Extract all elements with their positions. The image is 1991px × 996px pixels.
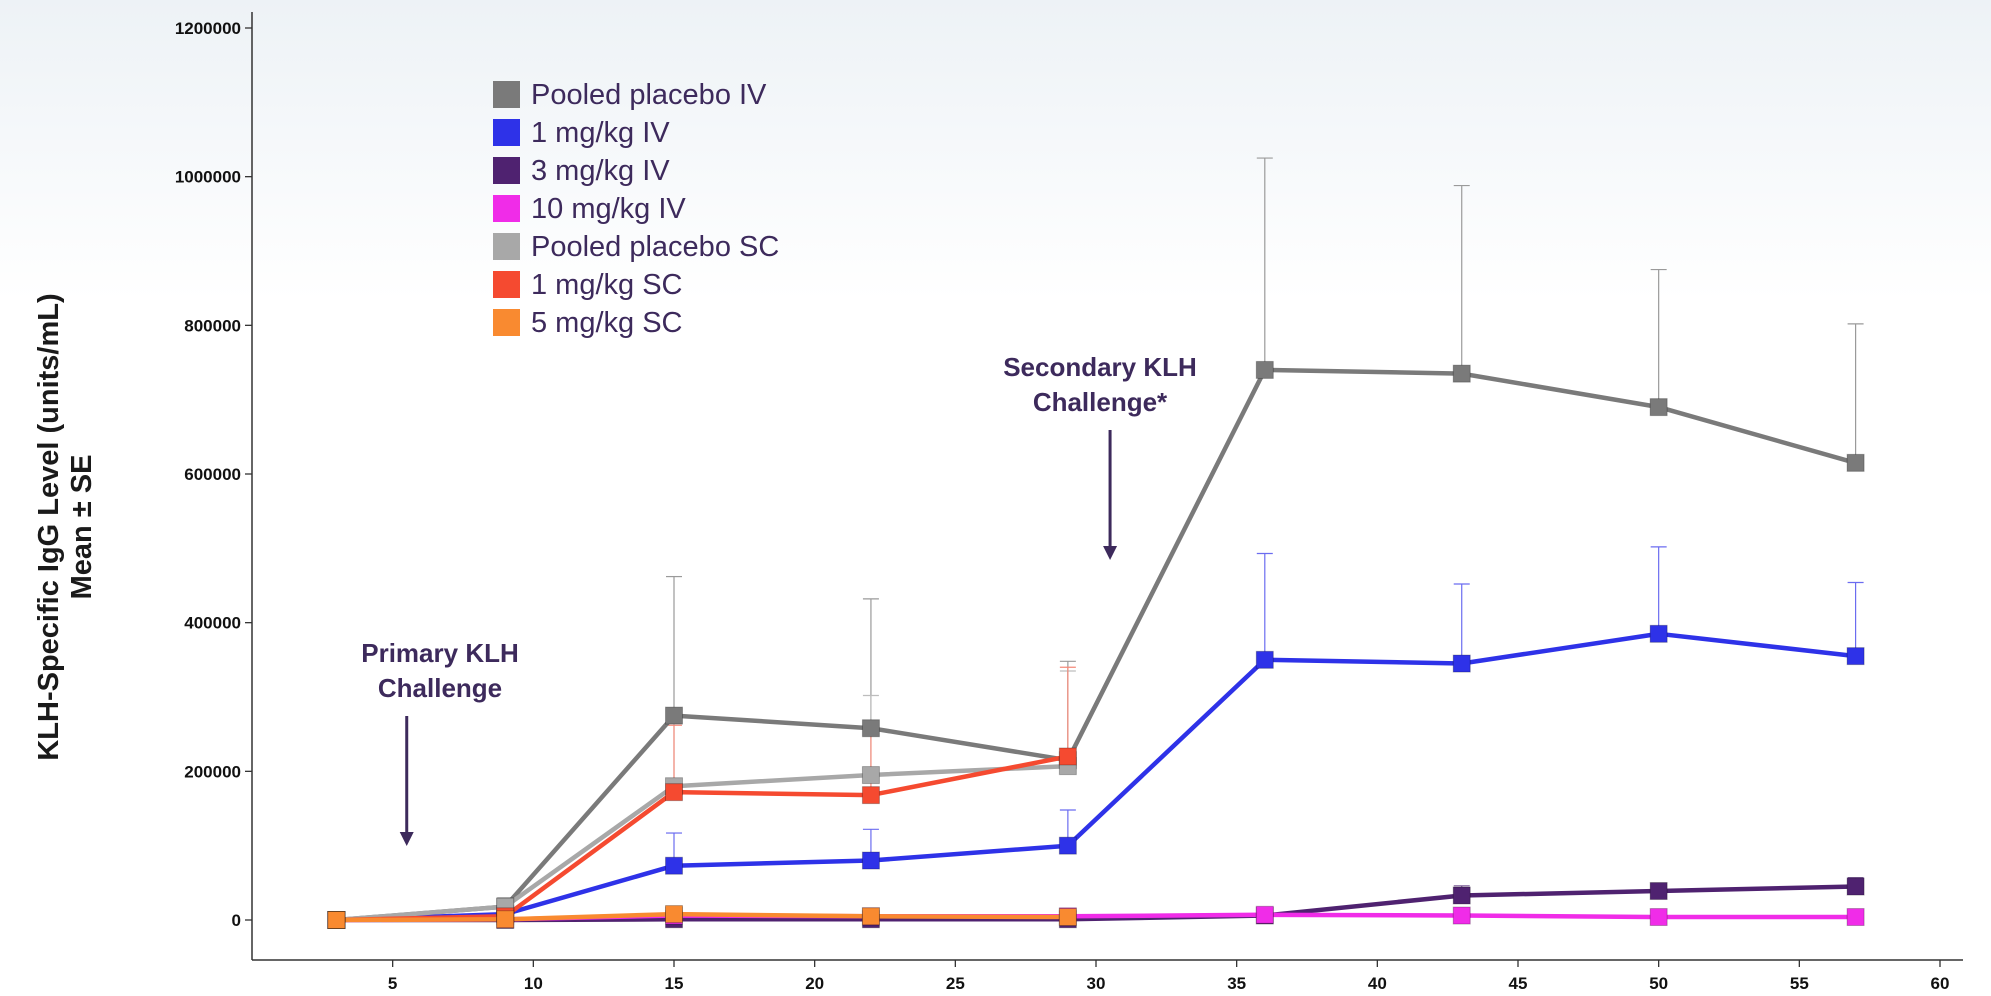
- legend-label: 10 mg/kg IV: [531, 193, 686, 225]
- y-axis-label: KLH-Specific IgG Level (units/mL) Mean ±…: [33, 293, 98, 760]
- x-ticks: 5 10 15 20 25 30 35 40 45 50 55 60: [388, 960, 1950, 993]
- data-point: [861, 907, 880, 926]
- legend-swatch: [493, 81, 520, 108]
- data-point: [1846, 877, 1865, 896]
- series-line: [336, 631, 1856, 923]
- data-point: [1452, 654, 1471, 673]
- data-point: [1649, 624, 1668, 643]
- annotation-arrowhead: [399, 832, 414, 846]
- data-point: [327, 911, 346, 929]
- x-tick-label: 20: [805, 974, 824, 993]
- x-tick-label: 25: [946, 974, 965, 993]
- data-point: [665, 905, 683, 924]
- series-markers: [327, 360, 1865, 929]
- x-tick-label: 45: [1509, 974, 1528, 993]
- x-tick-label: 5: [388, 974, 397, 993]
- legend-label: 1 mg/kg SC: [531, 269, 683, 301]
- annotation-label: Challenge*: [1033, 387, 1168, 417]
- series-line: [336, 754, 1069, 923]
- legend-swatch: [493, 119, 520, 146]
- legend-label: Pooled placebo SC: [531, 231, 779, 263]
- data-point: [1846, 908, 1865, 927]
- legend-swatch: [493, 309, 520, 336]
- x-tick-label: 15: [665, 974, 684, 993]
- legend-label: Pooled placebo IV: [531, 79, 767, 111]
- data-point: [861, 719, 880, 738]
- x-tick-label: 50: [1649, 974, 1668, 993]
- series-line: [336, 367, 1857, 923]
- x-tick-label: 30: [1087, 974, 1106, 993]
- annotation-arrowhead: [1103, 546, 1118, 560]
- y-tick-label: 1200000: [175, 19, 241, 38]
- data-point: [1255, 650, 1274, 669]
- y-tick-label: 600000: [184, 465, 241, 484]
- data-point: [665, 856, 683, 875]
- y-axis-label-line-2: Mean ± SE: [66, 455, 98, 600]
- legend-swatch: [493, 195, 520, 222]
- x-tick-label: 60: [1931, 974, 1950, 993]
- data-point: [1649, 398, 1668, 417]
- data-point: [1649, 882, 1668, 901]
- legend: Pooled placebo IV 1 mg/kg IV 3 mg/kg IV 10 …: [493, 79, 779, 339]
- data-point: [1255, 360, 1274, 379]
- data-point: [496, 910, 515, 929]
- x-tick-label: 40: [1368, 974, 1387, 993]
- annotations: Primary KLH Challenge Secondary KLH Challen…: [361, 352, 1197, 846]
- data-point: [1846, 453, 1865, 472]
- data-point: [665, 783, 683, 802]
- data-point: [861, 766, 880, 785]
- y-tick-label: 0: [232, 911, 241, 930]
- series-line: [336, 763, 1069, 923]
- y-tick-label: 1000000: [175, 168, 241, 187]
- annotation-label: Primary KLH: [361, 638, 519, 668]
- x-tick-label: 35: [1227, 974, 1246, 993]
- data-point: [665, 706, 683, 725]
- data-point: [1255, 905, 1274, 924]
- y-tick-label: 200000: [184, 762, 241, 781]
- data-point: [1058, 836, 1077, 855]
- legend-label: 1 mg/kg IV: [531, 117, 670, 149]
- legend-label: 3 mg/kg IV: [531, 155, 670, 187]
- axes: [251, 12, 1963, 961]
- series-lines: [336, 367, 1857, 923]
- data-point: [1452, 886, 1471, 905]
- data-point: [1058, 908, 1077, 927]
- y-tick-label: 400000: [184, 614, 241, 633]
- legend-label: 5 mg/kg SC: [531, 307, 683, 339]
- x-tick-label: 10: [524, 974, 543, 993]
- x-tick-label: 55: [1790, 974, 1809, 993]
- legend-swatch: [493, 233, 520, 260]
- legend-swatch: [493, 157, 520, 184]
- data-point: [1058, 747, 1077, 766]
- annotation-label: Challenge: [378, 673, 502, 703]
- legend-swatch: [493, 271, 520, 298]
- data-point: [861, 786, 880, 805]
- data-point: [1452, 906, 1471, 925]
- y-tick-label: 800000: [184, 316, 241, 335]
- y-ticks: 0 200000 400000 600000 800000 1000000 1200000: [175, 19, 252, 930]
- data-point: [1452, 364, 1471, 383]
- data-point: [1649, 908, 1668, 927]
- data-point: [1846, 647, 1865, 666]
- annotation-label: Secondary KLH: [1003, 352, 1197, 382]
- y-axis-label-line-1: KLH-Specific IgG Level (units/mL): [33, 293, 65, 760]
- data-point: [861, 851, 880, 870]
